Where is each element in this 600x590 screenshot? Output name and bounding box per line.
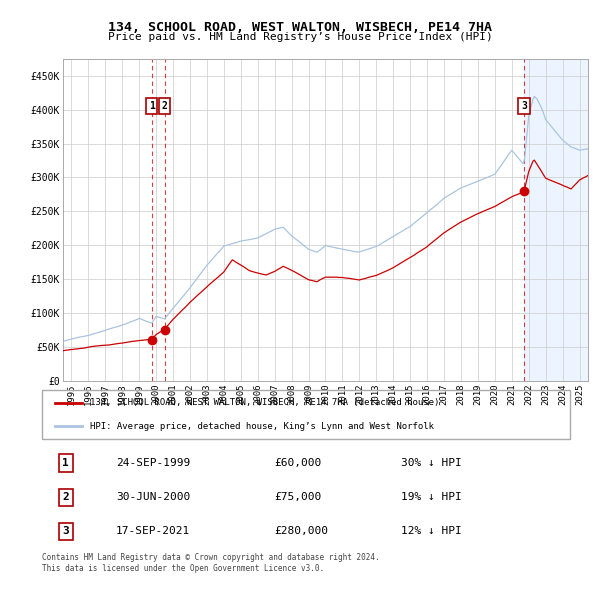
- Text: 1: 1: [149, 101, 155, 112]
- Text: £60,000: £60,000: [274, 458, 322, 468]
- Text: 2: 2: [62, 492, 69, 502]
- Text: 30% ↓ HPI: 30% ↓ HPI: [401, 458, 462, 468]
- Text: HPI: Average price, detached house, King’s Lynn and West Norfolk: HPI: Average price, detached house, King…: [89, 421, 434, 431]
- Text: 3: 3: [62, 526, 69, 536]
- Text: Price paid vs. HM Land Registry’s House Price Index (HPI): Price paid vs. HM Land Registry’s House …: [107, 32, 493, 42]
- Bar: [524, 59, 588, 381]
- Text: 1: 1: [62, 458, 69, 468]
- Text: 2: 2: [161, 101, 167, 112]
- Text: 134, SCHOOL ROAD, WEST WALTON, WISBECH, PE14 7HA (detached house): 134, SCHOOL ROAD, WEST WALTON, WISBECH, …: [89, 398, 439, 408]
- Text: 19% ↓ HPI: 19% ↓ HPI: [401, 492, 462, 502]
- Text: Contains HM Land Registry data © Crown copyright and database right 2024.
This d: Contains HM Land Registry data © Crown c…: [42, 553, 380, 573]
- Text: 30-JUN-2000: 30-JUN-2000: [116, 492, 190, 502]
- Text: £75,000: £75,000: [274, 492, 322, 502]
- Text: 24-SEP-1999: 24-SEP-1999: [116, 458, 190, 468]
- Text: 134, SCHOOL ROAD, WEST WALTON, WISBECH, PE14 7HA: 134, SCHOOL ROAD, WEST WALTON, WISBECH, …: [108, 21, 492, 34]
- Text: 3: 3: [521, 101, 527, 112]
- Text: £280,000: £280,000: [274, 526, 328, 536]
- Text: 12% ↓ HPI: 12% ↓ HPI: [401, 526, 462, 536]
- Text: 17-SEP-2021: 17-SEP-2021: [116, 526, 190, 536]
